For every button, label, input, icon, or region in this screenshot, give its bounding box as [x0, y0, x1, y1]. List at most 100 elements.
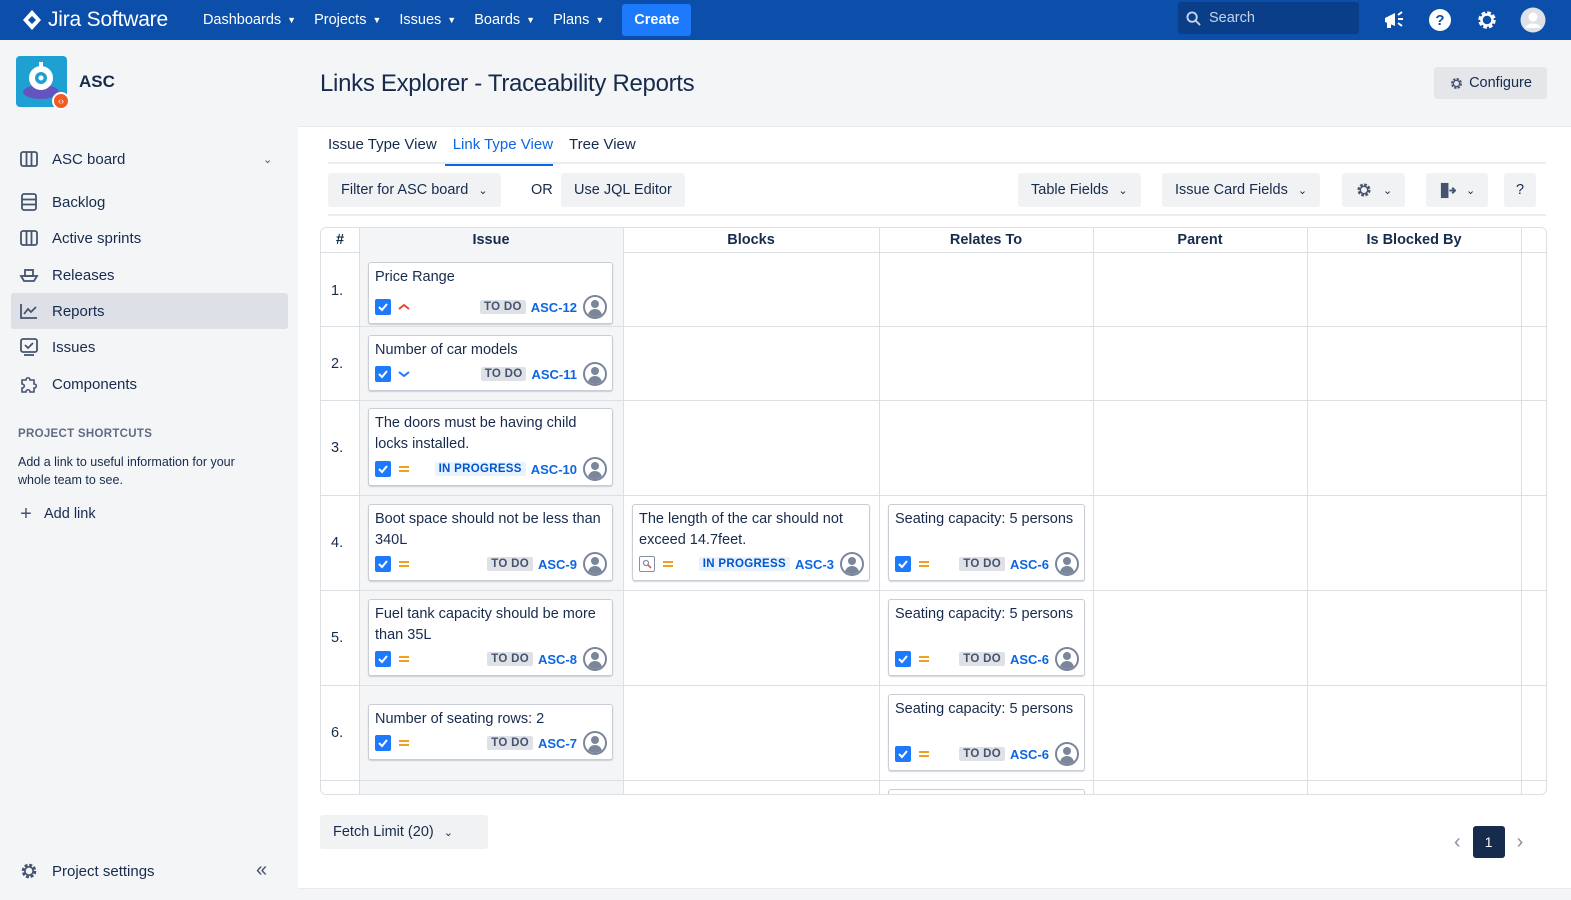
sidebar-item-backlog[interactable]: Backlog: [11, 184, 288, 220]
create-button[interactable]: Create: [622, 4, 692, 36]
issue-card-fields-dropdown[interactable]: Issue Card Fields ⌄: [1162, 173, 1321, 207]
table-fields-dropdown[interactable]: Table Fields ⌄: [1018, 173, 1141, 207]
issue-key-link[interactable]: ASC-6: [1009, 651, 1049, 667]
page-button-current[interactable]: 1: [1472, 826, 1505, 858]
linked-issue-card[interactable]: Seating capacity: 5 persons TO DO ASC-6: [888, 504, 1085, 581]
nav-issues[interactable]: Issues ▼: [390, 0, 465, 40]
help-icon[interactable]: ?: [1426, 6, 1454, 34]
status-badge: TO DO: [487, 557, 533, 571]
jql-editor-button[interactable]: Use JQL Editor: [561, 173, 685, 207]
configure-button[interactable]: Configure: [1434, 67, 1547, 99]
sidebar-board-selector[interactable]: ASC board ⌄: [11, 141, 288, 177]
tab-issue-type-view[interactable]: Issue Type View: [328, 136, 437, 153]
assignee-avatar: [583, 457, 607, 481]
collapse-sidebar-icon[interactable]: «: [256, 859, 268, 881]
export-dropdown[interactable]: ⌄: [1426, 173, 1489, 207]
sidebar-item-label: Releases: [52, 266, 115, 284]
settings-dropdown[interactable]: ⌄: [1342, 173, 1406, 207]
issue-card[interactable]: Number of car models TO DO ASC-11: [368, 335, 613, 391]
issue-card[interactable]: The doors must be having child locks ins…: [368, 408, 613, 486]
row-divider: [321, 780, 1546, 781]
project-settings-link[interactable]: Project settings: [11, 853, 288, 889]
nav-projects[interactable]: Projects ▼: [305, 0, 390, 40]
report-toolbar: Filter for ASC board ⌄ OR Use JQL Editor …: [328, 172, 1546, 216]
jira-diamond-icon: [23, 10, 41, 30]
issue-key-link[interactable]: ASC-11: [531, 366, 577, 382]
issue-title: The length of the car should not exceed …: [639, 511, 843, 548]
search-input[interactable]: [1209, 10, 1349, 26]
linked-issue-card[interactable]: The length of the car should not exceed …: [632, 504, 870, 581]
column-header-blocks: Blocks: [727, 232, 775, 248]
fetch-limit-label: Fetch Limit (20): [333, 824, 434, 840]
search-icon: [1186, 10, 1201, 26]
issue-card[interactable]: Price Range TO DO ASC-12: [368, 262, 613, 324]
megaphone-icon[interactable]: [1380, 6, 1408, 34]
add-link-button[interactable]: + Add link: [11, 496, 288, 532]
column-divider: [359, 228, 360, 794]
project-settings-label: Project settings: [52, 862, 155, 880]
sidebar-item-releases[interactable]: Releases: [11, 257, 288, 293]
row-divider: [321, 326, 1546, 327]
sidebar-item-issues[interactable]: Issues: [11, 329, 288, 365]
column-header-issue: Issue: [359, 228, 623, 253]
view-tabs: Issue Type View Link Type View Tree View: [328, 136, 1546, 166]
chevron-left-icon[interactable]: ‹: [1454, 830, 1461, 853]
priority-medium-icon: [917, 652, 931, 666]
sidebar-item-label: Backlog: [52, 193, 106, 211]
settings-gear-icon[interactable]: [1473, 6, 1501, 34]
jira-logo[interactable]: Jira Software: [22, 8, 168, 32]
issue-key-link[interactable]: ASC-3: [794, 556, 834, 572]
issue-card[interactable]: Number of seating rows: 2 TO DO ASC-7: [368, 704, 613, 760]
chevron-down-icon: ⌄: [263, 153, 273, 166]
issue-card[interactable]: Fuel tank capacity should be more than 3…: [368, 599, 613, 676]
table-fields-label: Table Fields: [1031, 182, 1109, 198]
tab-link-type-view[interactable]: Link Type View: [444, 136, 561, 166]
issue-key-link[interactable]: ASC-12: [530, 299, 577, 315]
issue-key-link[interactable]: ASC-7: [537, 735, 577, 751]
task-type-icon: [375, 461, 391, 477]
main-content: Links Explorer - Traceability Reports Co…: [298, 40, 1571, 900]
priority-medium-icon: [397, 557, 411, 571]
tab-tree-view[interactable]: Tree View: [569, 136, 636, 153]
issue-key-link[interactable]: ASC-9: [537, 556, 577, 572]
nav-dashboards[interactable]: Dashboards ▼: [194, 0, 305, 40]
svg-text:?: ?: [1435, 12, 1444, 29]
chevron-right-icon[interactable]: ›: [1516, 830, 1524, 853]
help-button[interactable]: ?: [1504, 173, 1537, 207]
fetch-limit-dropdown[interactable]: Fetch Limit (20) ⌄: [320, 815, 488, 849]
filter-dropdown[interactable]: Filter for ASC board ⌄: [328, 173, 501, 207]
issue-title: Seating capacity: 5 persons: [895, 511, 1074, 527]
issue-key-link[interactable]: ASC-6: [1009, 746, 1049, 762]
nav-plans[interactable]: Plans ▼: [544, 0, 613, 40]
linked-issue-card[interactable]: Seating capacity: 5 persons TO DO ASC-6: [888, 599, 1085, 676]
issue-key-link[interactable]: ASC-8: [537, 651, 577, 667]
requirement-type-icon: [639, 556, 655, 572]
issue-card[interactable]: Boot space should not be less than 340L …: [368, 504, 613, 581]
task-type-icon: [375, 556, 391, 572]
pagination: ‹ 1 ›: [1454, 826, 1523, 858]
issue-key-link[interactable]: ASC-6: [1009, 556, 1049, 572]
user-avatar-icon[interactable]: [1519, 6, 1547, 34]
chevron-down-icon: ▼: [372, 15, 382, 25]
assignee-avatar: [583, 647, 607, 671]
search-box[interactable]: [1178, 2, 1359, 34]
linked-issue-card[interactable]: [888, 789, 1085, 794]
row-divider: [321, 495, 1546, 496]
nav-boards[interactable]: Boards ▼: [465, 0, 544, 40]
issue-key-link[interactable]: ASC-10: [530, 461, 577, 477]
sidebar-item-active-sprints[interactable]: Active sprints: [11, 220, 288, 256]
sidebar-item-components[interactable]: Components: [11, 366, 288, 402]
chevron-down-icon: ▼: [447, 15, 457, 25]
project-name: ASC: [79, 71, 115, 91]
column-divider: [879, 228, 880, 794]
linked-issue-card[interactable]: Seating capacity: 5 persons TO DO ASC-6: [888, 694, 1085, 771]
board-icon: [19, 149, 39, 169]
chevron-down-icon: ⌄: [443, 826, 453, 839]
table-header: # Issue Blocks Relates To Parent Is Bloc…: [321, 228, 1546, 253]
status-badge: TO DO: [487, 652, 533, 666]
sidebar-item-reports[interactable]: Reports: [11, 293, 288, 329]
gear-icon: [1357, 183, 1371, 197]
project-header[interactable]: ‹› ASC: [16, 56, 115, 110]
traceability-table: # Issue Blocks Relates To Parent Is Bloc…: [320, 227, 1547, 795]
issue-title: Price Range: [375, 269, 455, 285]
